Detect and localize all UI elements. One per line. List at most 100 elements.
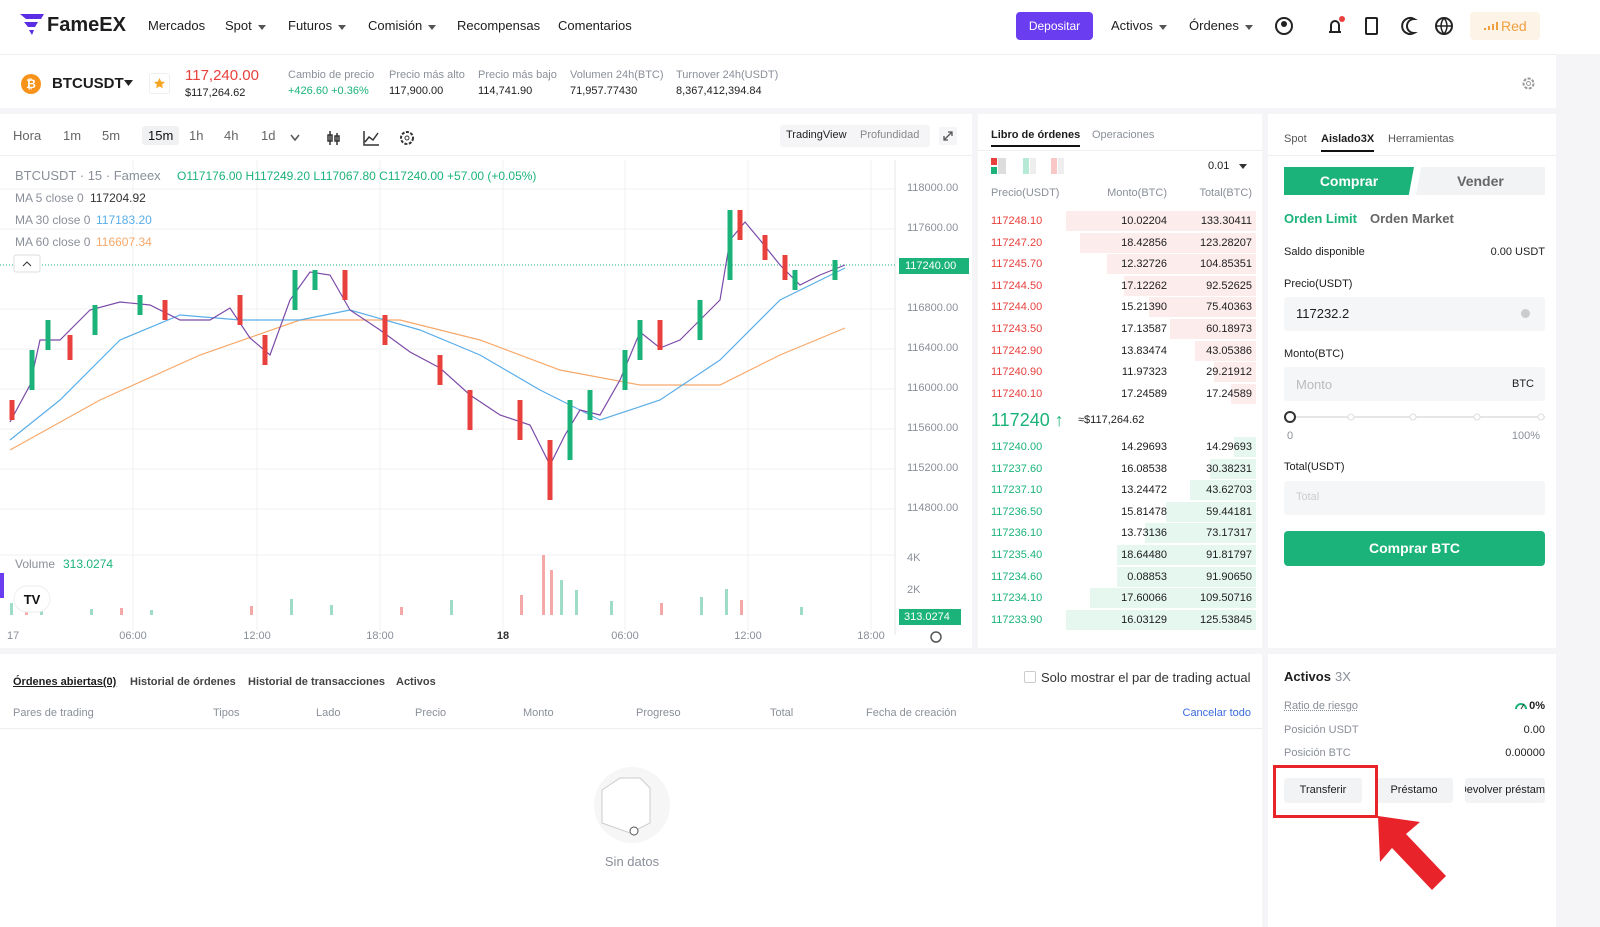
- checkbox[interactable]: [1024, 671, 1036, 683]
- nav-item[interactable]: Futuros: [288, 18, 333, 33]
- order-tab[interactable]: Historial de órdenes: [130, 676, 236, 688]
- book-price: 117234.10: [991, 592, 1043, 605]
- stat-label: Cambio de precio: [288, 69, 375, 81]
- stat-label: Volumen 24h(BTC): [570, 69, 664, 81]
- book-amount: 17.12262: [1121, 279, 1167, 292]
- book-total: 125.53845: [1200, 613, 1252, 626]
- interval[interactable]: 5m: [102, 128, 121, 143]
- interval[interactable]: Hora: [13, 128, 42, 143]
- depth-bar: [1066, 211, 1256, 231]
- buy-button[interactable]: Comprar BTC: [1284, 531, 1545, 566]
- pointer-arrow: [1378, 816, 1446, 890]
- book-layout-icons: [991, 158, 1064, 174]
- network-button[interactable]: Red: [1470, 12, 1540, 40]
- fullscreen[interactable]: [939, 127, 957, 145]
- trades-tab[interactable]: Operaciones: [1092, 129, 1155, 141]
- book-amount: 15.81478: [1121, 505, 1167, 518]
- interval[interactable]: 15m: [142, 126, 180, 145]
- order-tab[interactable]: Activos: [396, 676, 436, 688]
- divider: [0, 648, 1600, 654]
- favorite[interactable]: [149, 73, 170, 94]
- nav-item[interactable]: Spot: [225, 18, 252, 33]
- slider[interactable]: [1283, 410, 1547, 424]
- interval[interactable]: 1m: [63, 128, 82, 143]
- signal-icon: [1484, 22, 1498, 30]
- depth-bar: [1116, 566, 1256, 587]
- header-icons: [1275, 16, 1453, 36]
- total-input[interactable]: [1284, 481, 1545, 515]
- ohlc: O117176.00 H117249.20 L117067.80 C117240…: [177, 169, 537, 183]
- symbol[interactable]: BTCUSDT: [52, 75, 124, 92]
- volume-value: 313.0274: [63, 557, 114, 571]
- slider-min: 0: [1287, 430, 1294, 442]
- depth-bar: [1124, 275, 1256, 296]
- asset-button[interactable]: Transferir: [1284, 778, 1362, 803]
- column-header: Pares de trading: [13, 707, 94, 719]
- ma-value: 116607.34: [96, 235, 152, 249]
- book-amount: 10.02204: [1121, 215, 1167, 227]
- column-header: Lado: [316, 707, 341, 719]
- total-label: Total(USDT): [1284, 461, 1345, 473]
- view-tab[interactable]: Profundidad: [860, 129, 920, 141]
- ma-label: MA 30 close 0: [15, 213, 91, 227]
- logo[interactable]: FameEX: [47, 14, 126, 36]
- asset-value: 0.00000: [1505, 747, 1545, 759]
- stat-value: 8,367,412,394.84: [676, 85, 762, 97]
- time-axis-label: 06:00: [611, 630, 639, 642]
- market-tab[interactable]: Orden Market: [1370, 211, 1454, 226]
- stat-label: Precio más alto: [389, 69, 465, 81]
- amount-input[interactable]: [1284, 367, 1545, 401]
- amount-unit: BTC: [1512, 378, 1534, 390]
- price-axis-label: 118000.00: [907, 182, 959, 194]
- interval[interactable]: 4h: [224, 128, 239, 143]
- book-total: 17.24589: [1206, 387, 1252, 400]
- book-total: 75.40363: [1206, 301, 1252, 314]
- interval[interactable]: 1d: [261, 128, 276, 143]
- depth-bar: [1166, 501, 1256, 522]
- book-price: 117240.90: [991, 366, 1043, 379]
- coin-icon: ₿: [21, 74, 41, 94]
- menu-item[interactable]: Órdenes: [1189, 18, 1239, 33]
- asset-label: Ratio de riesgo: [1284, 700, 1358, 712]
- column-header: Monto: [523, 707, 554, 719]
- buy-tab[interactable]: Comprar: [1284, 167, 1414, 195]
- cancel-all[interactable]: Cancelar todo: [1182, 707, 1252, 719]
- view-tab[interactable]: TradingView: [786, 129, 847, 141]
- caret: [1245, 25, 1253, 30]
- deposit-button[interactable]: Depositar: [1016, 12, 1093, 40]
- book-price: 117245.70: [991, 258, 1043, 271]
- precision[interactable]: 0.01: [1208, 160, 1230, 172]
- order-tab[interactable]: Órdenes abiertas(0): [13, 676, 117, 688]
- highlight-box: [1273, 765, 1378, 818]
- nav-item[interactable]: Comentarios: [558, 18, 632, 33]
- orderbook-tab[interactable]: Libro de órdenes: [991, 129, 1081, 147]
- price-axis-label: 116400.00: [907, 342, 959, 354]
- nav-item[interactable]: Recompensas: [457, 18, 541, 33]
- nav-item[interactable]: Mercados: [148, 18, 206, 33]
- trade-tab[interactable]: Spot: [1284, 133, 1307, 145]
- clear-icon[interactable]: [1521, 309, 1530, 318]
- ma-label: MA 60 close 0: [15, 235, 91, 249]
- total-placeholder: Total: [1296, 491, 1320, 503]
- balance-label: Saldo disponible: [1284, 246, 1365, 258]
- book-amount: 11.97323: [1121, 366, 1167, 379]
- asset-button[interactable]: Devolver préstamo: [1465, 778, 1545, 803]
- nav-item[interactable]: Comisión: [368, 18, 423, 33]
- trade-tab[interactable]: Herramientas: [1388, 133, 1455, 145]
- sell-tab[interactable]: Vender: [1416, 167, 1545, 195]
- order-tab[interactable]: Historial de transacciones: [248, 676, 385, 688]
- book-price: 117244.50: [991, 279, 1043, 292]
- limit-tab[interactable]: Orden Limit: [1284, 211, 1357, 226]
- filter-label[interactable]: Solo mostrar el par de trading actual: [1041, 670, 1251, 685]
- trade-tab[interactable]: Aislado3X: [1321, 133, 1375, 152]
- menu-item[interactable]: Activos: [1111, 18, 1153, 33]
- asset-button[interactable]: Préstamo: [1375, 778, 1453, 803]
- settings-icon[interactable]: [1521, 76, 1536, 91]
- slider-max: 100%: [1511, 430, 1540, 442]
- book-price: 117237.60: [991, 462, 1043, 475]
- view-switch: [780, 125, 930, 147]
- interval[interactable]: 1h: [189, 128, 204, 143]
- column-header: Progreso: [636, 707, 681, 719]
- price-input[interactable]: [1284, 297, 1545, 331]
